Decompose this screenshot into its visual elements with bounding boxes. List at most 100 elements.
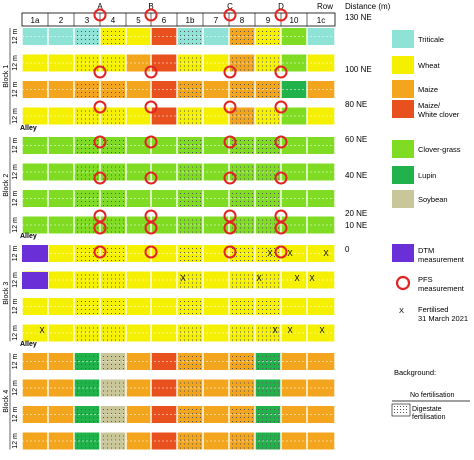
distance-label-item: 130 NE [345,13,372,22]
plot-maize [48,353,74,370]
plot-wheat [48,298,74,315]
row-dim-label: 12 m [12,191,19,207]
pfs-circle-icon [274,135,288,149]
plot-maize [307,379,335,397]
dtm-plot [22,245,48,262]
pfs-legend-circle-icon [395,275,411,291]
distance-label-item: 100 NE [345,65,372,74]
column-header-6: 6 [162,16,167,25]
pfs-circle-icon [223,100,237,114]
fertilised-x-icon: X [272,326,278,335]
plot-wheat [307,271,335,289]
legend-swatch-wheat [392,56,414,74]
column-header-4: 4 [111,16,116,25]
legend-swatch-lupin [392,166,414,184]
fertilised-x-icon: X [287,249,293,258]
row-dim-label: 12 m [12,138,19,154]
pfs-circle-icon [223,245,237,259]
distance-labels: 130 NE 100 NE 80 NE 60 NE 40 NE 20 NE 10 NE 0 [345,13,372,254]
block-label: Block 2 [3,174,10,197]
plot-maize [48,379,74,397]
plot-maize [48,81,74,98]
fertilised-x-icon: X [319,326,325,335]
legend-swatch-soybean [392,190,414,208]
plot-soybean [100,406,126,423]
fertilised-legend-label-1: Fertilised [418,305,448,314]
pfs-circle-icon [93,245,107,259]
row-dim-label: 12 m [12,217,19,233]
pfs-circle-icon [93,221,107,235]
column-headers: 1a 2 3 4 5 6 1b 7 8 9 10 1c [21,12,336,27]
legend-label-wheat: Wheat [418,61,441,70]
pfs-circle-icon [223,8,237,22]
plot-clover_grass [307,190,335,207]
row-dim-label: 12 m [12,82,19,98]
pfs-circle-icon [93,65,107,79]
row-dim-label: 12 m [12,246,19,262]
pfs-circle-icon [144,65,158,79]
distance-label-item: 60 NE [345,135,367,144]
block-label: Block 4 [3,390,10,413]
plot-clover_grass [307,216,335,234]
distance-label-item: 80 NE [345,100,367,109]
plot-clover_grass [100,190,126,207]
pfs-circle-icon [274,171,288,185]
distance-label-item: 0 [345,245,350,254]
fertilised-legend-x-icon: X [399,306,404,315]
legend-swatch-maize [392,80,414,98]
plot-clover_grass [100,137,126,154]
pfs-circle-icon [144,135,158,149]
pfs-circle-icon [274,221,288,235]
pfs-circle-icon [223,65,237,79]
plot-clover_grass [100,216,126,234]
legend-label-clover_grass: Clover-grass [418,145,461,154]
block-label: Block 1 [3,65,10,88]
plot-clover_grass [48,190,74,207]
fertilised-x-icon: X [180,274,186,283]
dtm-legend-label-1: DTM [418,246,434,255]
fertilised-x-icon: X [256,274,262,283]
row-dim-label: 12 m [12,55,19,71]
dtm-legend-swatch [392,244,414,262]
fertilised-x-icon: X [309,274,315,283]
pfs-circle-icon [93,171,107,185]
plot-clover_grass [307,137,335,154]
plot-maize [48,406,74,423]
row-dim-label: 12 m [12,407,19,423]
column-header-7: 7 [214,16,219,25]
column-header-2: 2 [59,16,64,25]
plot-wheat [307,245,335,262]
pfs-circle-icon [274,8,288,22]
plot-wheat [100,54,126,72]
plot-wheat [100,107,126,125]
alley-label: Alley [20,341,37,348]
row-dim-label: 12 m [12,272,19,288]
dtm-plot [22,272,48,289]
pfs-circle-icon [144,100,158,114]
pfs-circle-icon [144,245,158,259]
alley-label: Alley [20,233,37,240]
row-dim-label: 12 m [12,164,19,180]
fertilised-x-icon: X [294,274,300,283]
plot-maize [307,406,335,423]
plot-wheat [48,54,74,72]
column-header-1c: 1c [317,16,325,25]
transect-c-label: C [227,2,233,11]
pfs-legend-label-2: measurement [418,284,465,293]
fertilised-x-icon: X [287,326,293,335]
plot-triticale [307,28,335,45]
distance-label-item: 40 NE [345,171,367,180]
plot-soybean [100,432,126,450]
column-header-5: 5 [136,16,141,25]
column-header-8: 8 [240,16,245,25]
pfs-circle-icon [274,100,288,114]
plot-area: Alley Alley Alley [20,28,336,450]
column-header-1a: 1a [31,16,40,25]
plot-soybean [100,379,126,397]
plot-wheat [307,107,335,125]
legend-swatch-maize_clover [392,100,414,118]
legend-label-maize: Maize [418,85,438,94]
plot-clover_grass [100,163,126,181]
pfs-circle-icon [223,171,237,185]
